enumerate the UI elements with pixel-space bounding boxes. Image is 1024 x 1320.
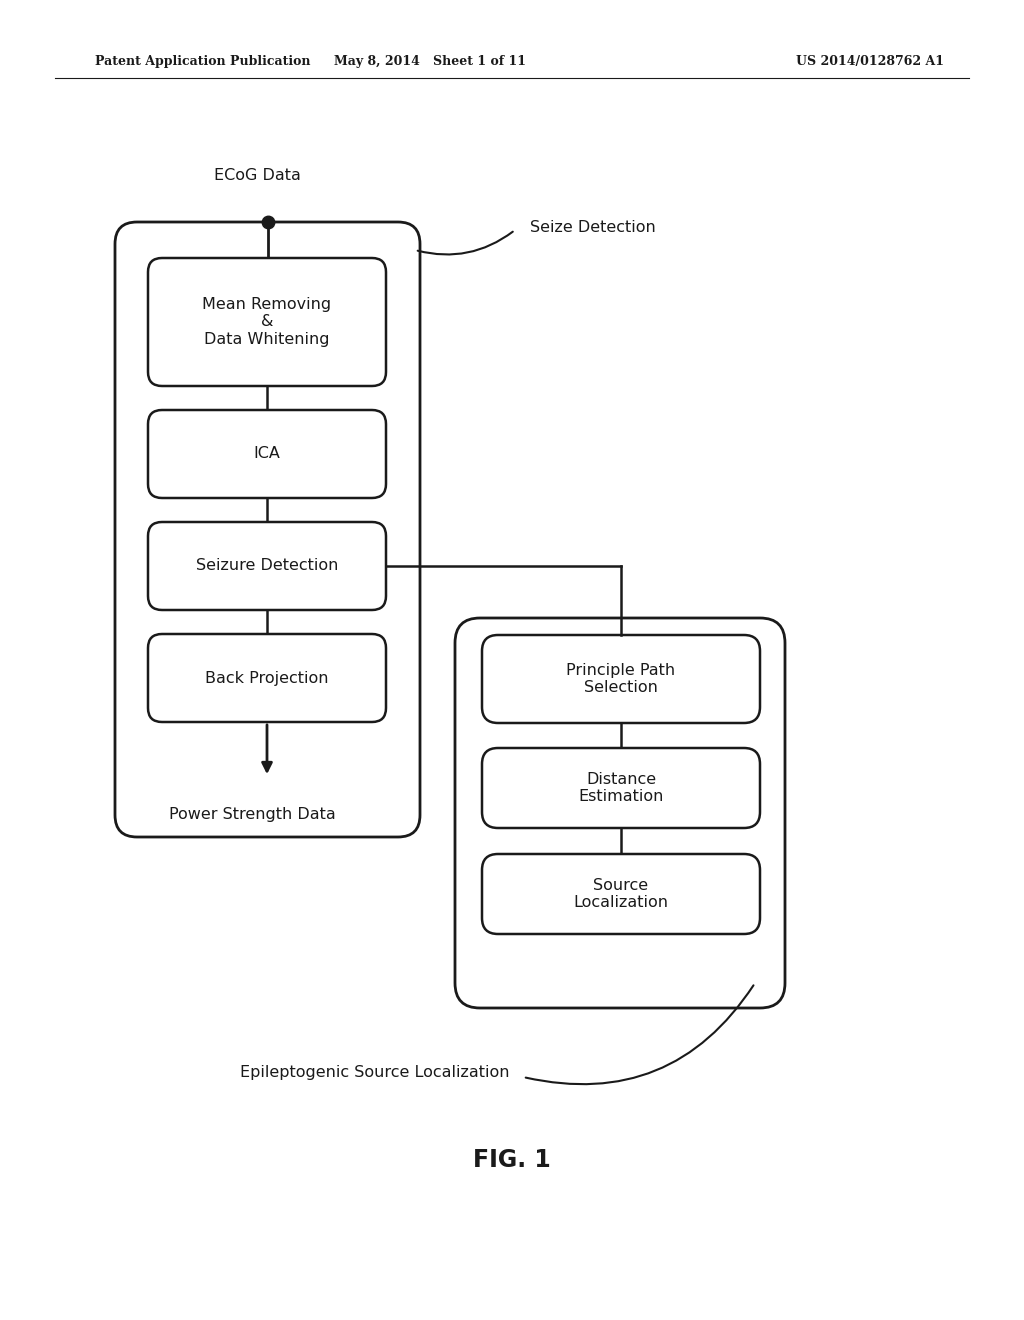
Text: Power Strength Data: Power Strength Data — [169, 808, 336, 822]
FancyBboxPatch shape — [482, 635, 760, 723]
Text: Source
Localization: Source Localization — [573, 878, 669, 911]
FancyBboxPatch shape — [482, 854, 760, 935]
Text: Epileptogenic Source Localization: Epileptogenic Source Localization — [241, 1064, 510, 1080]
Text: Distance
Estimation: Distance Estimation — [579, 772, 664, 804]
FancyBboxPatch shape — [148, 411, 386, 498]
Text: US 2014/0128762 A1: US 2014/0128762 A1 — [796, 55, 944, 69]
FancyBboxPatch shape — [482, 748, 760, 828]
FancyBboxPatch shape — [148, 634, 386, 722]
FancyBboxPatch shape — [148, 521, 386, 610]
Text: ECoG Data: ECoG Data — [214, 168, 301, 182]
Text: May 8, 2014   Sheet 1 of 11: May 8, 2014 Sheet 1 of 11 — [334, 55, 526, 69]
Text: Seize Detection: Seize Detection — [530, 220, 655, 235]
Text: Principle Path
Selection: Principle Path Selection — [566, 663, 676, 696]
Text: Patent Application Publication: Patent Application Publication — [95, 55, 310, 69]
Text: ICA: ICA — [254, 446, 281, 462]
Text: Seizure Detection: Seizure Detection — [196, 558, 338, 573]
Text: Back Projection: Back Projection — [205, 671, 329, 685]
FancyBboxPatch shape — [148, 257, 386, 385]
Text: FIG. 1: FIG. 1 — [473, 1148, 551, 1172]
Text: Mean Removing
&
Data Whitening: Mean Removing & Data Whitening — [203, 297, 332, 347]
